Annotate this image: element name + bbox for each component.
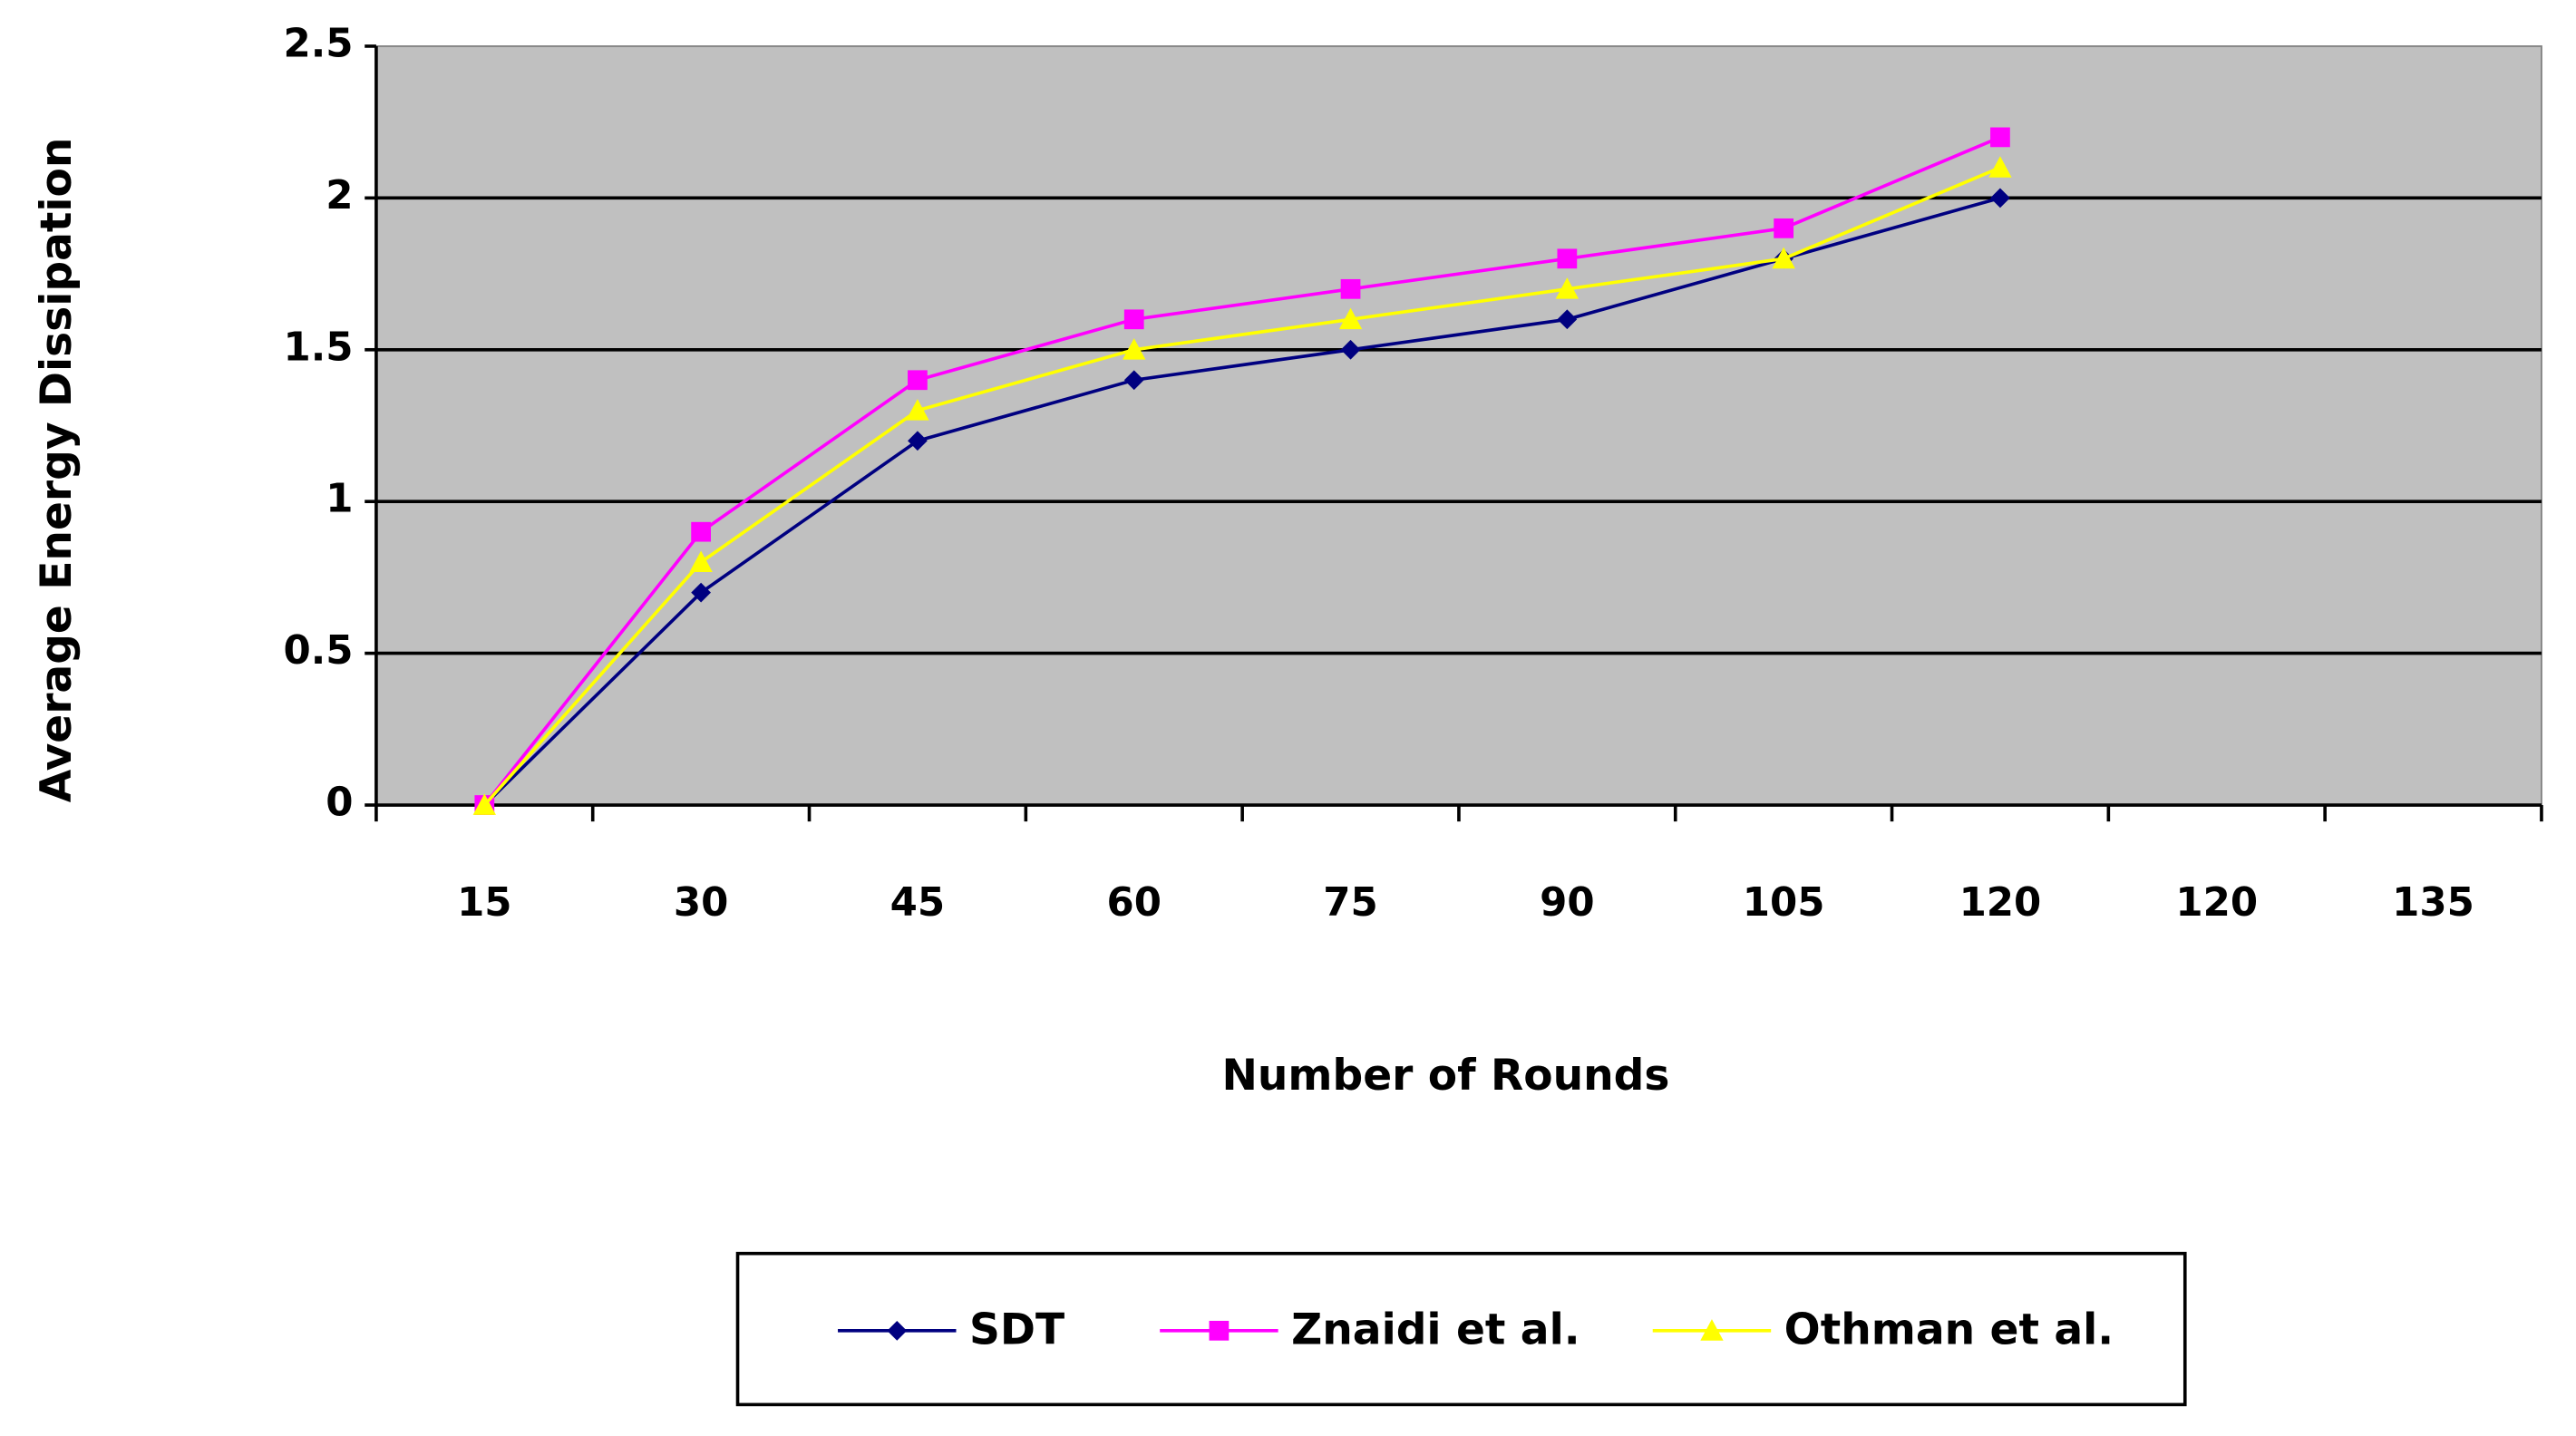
x-tick-label: 135 <box>2392 880 2474 926</box>
data-point <box>1772 247 1795 269</box>
y-axis-label: Average Energy Dissipation <box>32 138 82 803</box>
legend <box>735 1251 2187 1407</box>
data-point <box>1340 339 1361 360</box>
legend-label: Othman et al. <box>1784 1305 2114 1355</box>
data-point <box>1340 278 1361 299</box>
series-line <box>482 135 2001 807</box>
x-tick-label: 90 <box>1540 880 1594 926</box>
data-point <box>1557 309 1578 330</box>
legend-marker <box>887 1320 908 1341</box>
y-tick-label: 0 <box>326 781 353 826</box>
y-tick-label: 0.5 <box>284 628 354 674</box>
x-tick-label: 75 <box>1323 880 1378 926</box>
legend-label: SDT <box>969 1305 1064 1355</box>
data-point <box>1123 338 1146 360</box>
data-point <box>1990 188 2010 209</box>
data-point <box>1338 307 1363 330</box>
data-point <box>472 793 497 815</box>
legend-label: Znaidi et al. <box>1291 1305 1580 1355</box>
y-tick-label: 1 <box>326 477 353 522</box>
y-tick-label: 1.5 <box>284 325 354 370</box>
data-point <box>1555 277 1580 299</box>
data-point <box>906 399 929 421</box>
data-point <box>1990 127 2010 148</box>
legend-marker <box>1700 1319 1724 1341</box>
x-tick-label: 60 <box>1106 880 1162 926</box>
y-tick-label: 2.5 <box>284 21 354 66</box>
data-point <box>691 582 711 603</box>
x-tick-label: 120 <box>2175 880 2258 926</box>
data-point <box>689 550 713 573</box>
data-point <box>1774 218 1794 238</box>
legend-marker <box>1209 1320 1230 1341</box>
x-tick-label: 105 <box>1743 880 1825 926</box>
data-point <box>1123 309 1144 330</box>
x-tick-label: 120 <box>1959 880 2042 926</box>
data-point <box>1988 156 2012 178</box>
x-tick-label: 15 <box>457 880 512 926</box>
data-point <box>1557 248 1578 269</box>
x-tick-label: 30 <box>674 880 729 926</box>
series-line <box>483 196 2001 807</box>
data-point <box>691 521 711 542</box>
x-axis-label: Number of Rounds <box>1221 1051 1669 1101</box>
x-tick-label: 45 <box>890 880 946 926</box>
plot-area <box>375 45 2542 806</box>
data-point <box>908 370 928 391</box>
data-point <box>908 431 928 451</box>
series-line <box>482 166 2001 807</box>
y-tick-label: 2 <box>326 173 353 218</box>
